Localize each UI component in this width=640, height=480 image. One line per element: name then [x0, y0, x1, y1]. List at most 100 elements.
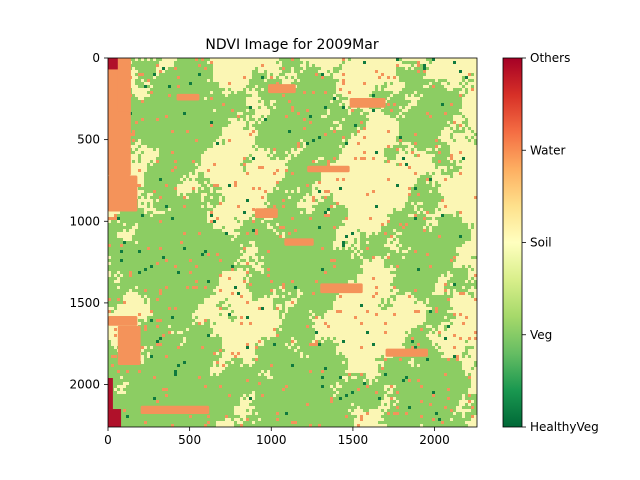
ndvi-pixel: [300, 121, 303, 124]
ndvi-pixel: [393, 61, 396, 64]
ndvi-pixel: [282, 73, 285, 76]
ndvi-pixel: [264, 97, 267, 100]
ndvi-pixel: [318, 100, 321, 103]
ndvi-pixel: [378, 130, 381, 133]
ndvi-pixel: [288, 124, 291, 127]
ndvi-pixel: [234, 178, 237, 181]
ndvi-pixel: [285, 109, 288, 112]
ndvi-pixel: [375, 133, 378, 136]
ndvi-pixel: [162, 91, 165, 94]
ndvi-pixel: [297, 121, 300, 124]
ndvi-pixel: [351, 136, 354, 139]
ndvi-pixel: [333, 73, 336, 76]
ndvi-pixel: [303, 118, 306, 121]
ndvi-pixel: [351, 160, 354, 163]
ndvi-pixel: [315, 73, 318, 76]
ndvi-pixel: [291, 148, 294, 151]
ndvi-pixel: [291, 100, 294, 103]
ndvi-pixel: [186, 169, 189, 172]
ndvi-pixel: [285, 130, 288, 133]
ndvi-pixel: [471, 58, 474, 61]
ndvi-pixel: [306, 121, 309, 124]
ndvi-pixel: [474, 124, 477, 127]
ndvi-pixel: [438, 67, 441, 70]
ndvi-pixel: [291, 142, 294, 145]
ndvi-pixel: [222, 163, 225, 166]
ndvi-pixel: [210, 157, 213, 160]
ndvi-pixel: [285, 154, 288, 157]
ndvi-pixel: [204, 142, 207, 145]
ndvi-pixel: [297, 118, 300, 121]
ndvi-pixel: [345, 103, 348, 106]
ndvi-pixel: [393, 166, 396, 169]
ndvi-pixel: [363, 163, 366, 166]
ndvi-pixel: [396, 121, 399, 124]
ndvi-pixel: [255, 94, 258, 97]
ndvi-pixel: [135, 106, 138, 109]
ndvi-pixel: [432, 151, 435, 154]
ndvi-pixel: [432, 175, 435, 178]
ndvi-pixel: [366, 163, 369, 166]
ndvi-pixel: [216, 142, 219, 145]
ndvi-pixel: [183, 112, 186, 115]
ndvi-pixel: [429, 70, 432, 73]
ndvi-pixel: [273, 118, 276, 121]
ndvi-pixel: [474, 58, 477, 61]
ndvi-pixel: [219, 76, 222, 79]
ndvi-pixel: [216, 178, 219, 181]
ndvi-pixel: [135, 172, 138, 175]
ndvi-pixel: [462, 139, 465, 142]
ndvi-pixel: [363, 91, 366, 94]
ndvi-pixel: [291, 127, 294, 130]
ndvi-pixel: [159, 118, 162, 121]
ndvi-pixel: [141, 115, 144, 118]
ndvi-pixel: [330, 172, 333, 175]
ndvi-pixel: [315, 103, 318, 106]
ndvi-pixel: [255, 64, 258, 67]
ndvi-pixel: [417, 148, 420, 151]
ndvi-pixel: [468, 100, 471, 103]
ndvi-pixel: [168, 145, 171, 148]
ndvi-pixel: [246, 115, 249, 118]
ndvi-pixel: [387, 61, 390, 64]
ndvi-pixel: [192, 133, 195, 136]
ndvi-pixel: [186, 118, 189, 121]
ndvi-pixel: [207, 148, 210, 151]
ndvi-pixel: [363, 94, 366, 97]
ndvi-pixel: [135, 163, 138, 166]
ndvi-pixel: [174, 157, 177, 160]
ndvi-pixel: [441, 103, 444, 106]
ndvi-pixel: [384, 79, 387, 82]
ndvi-pixel: [189, 175, 192, 178]
ndvi-pixel: [132, 64, 135, 67]
ndvi-pixel: [255, 82, 258, 85]
ndvi-pixel: [216, 145, 219, 148]
ndvi-pixel: [366, 172, 369, 175]
ndvi-pixel: [177, 88, 180, 91]
ndvi-pixel: [306, 88, 309, 91]
ndvi-pixel: [408, 112, 411, 115]
ndvi-pixel: [261, 127, 264, 130]
ndvi-pixel: [387, 103, 390, 106]
ndvi-pixel: [420, 106, 423, 109]
ndvi-pixel: [432, 163, 435, 166]
ndvi-pixel: [474, 118, 477, 121]
ndvi-pixel: [258, 157, 261, 160]
ndvi-pixel: [171, 169, 174, 172]
ndvi-pixel: [162, 169, 165, 172]
ndvi-pixel: [360, 82, 363, 85]
ndvi-pixel: [423, 151, 426, 154]
ndvi-pixel: [255, 112, 258, 115]
ndvi-pixel: [471, 145, 474, 148]
ndvi-pixel: [234, 82, 237, 85]
ndvi-pixel: [444, 160, 447, 163]
ndvi-pixel: [237, 73, 240, 76]
ndvi-pixel: [303, 148, 306, 151]
ndvi-pixel: [384, 142, 387, 145]
ndvi-pixel: [288, 133, 291, 136]
ndvi-pixel: [426, 88, 429, 91]
ndvi-pixel: [255, 124, 258, 127]
ndvi-pixel: [441, 124, 444, 127]
ndvi-pixel: [138, 61, 141, 64]
ndvi-pixel: [159, 136, 162, 139]
